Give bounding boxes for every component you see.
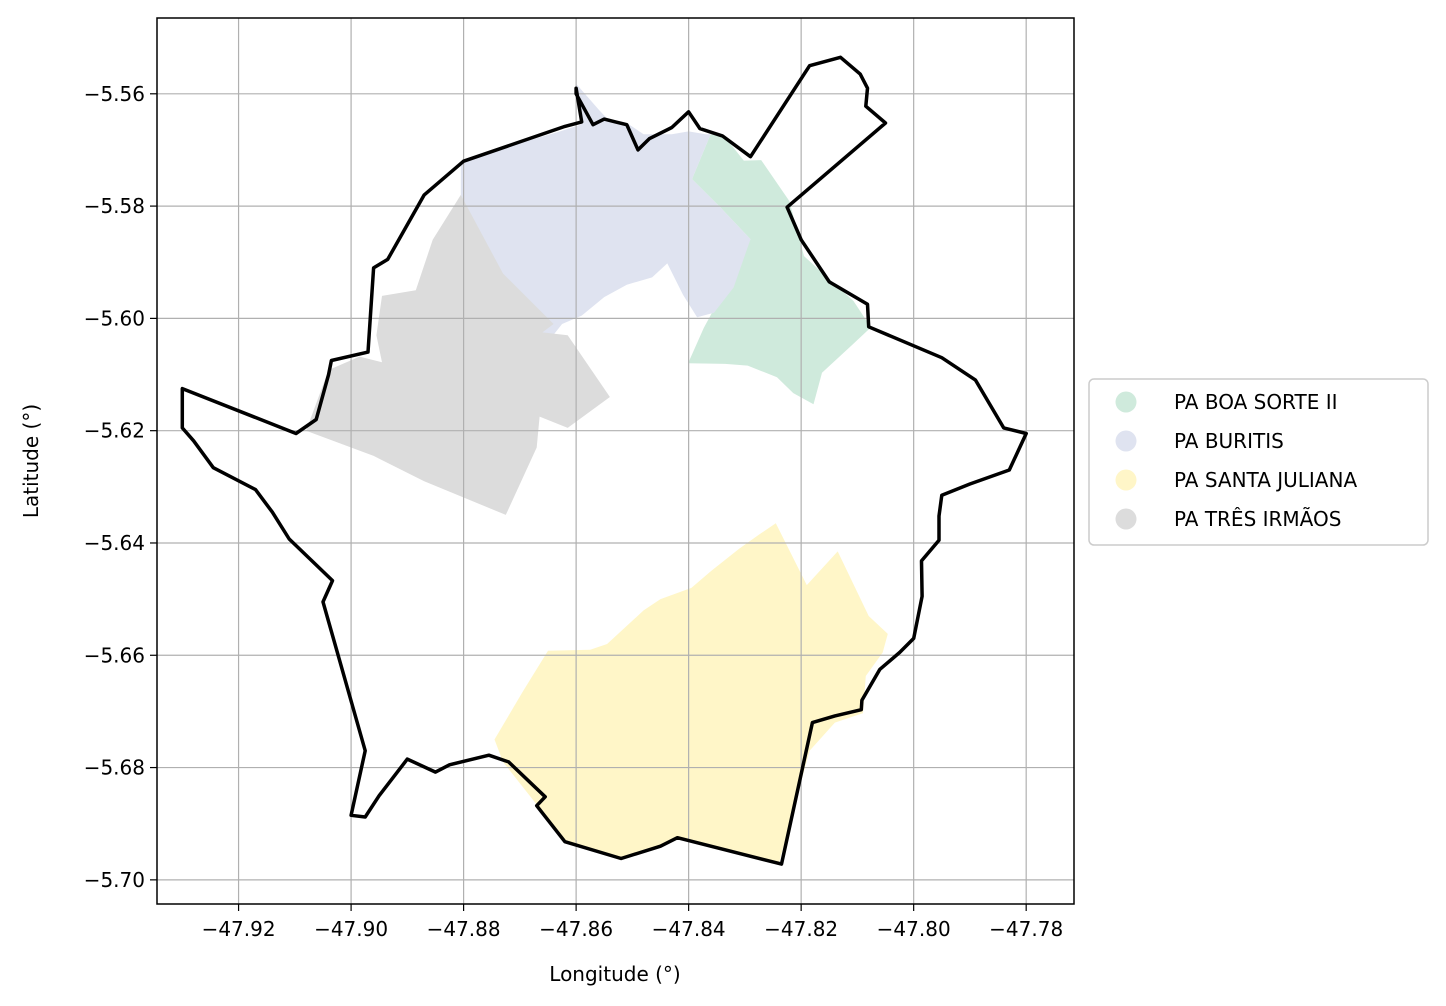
boundary-outline — [180, 55, 1028, 866]
plot-area — [156, 17, 1075, 905]
x-tick-label: −47.88 — [427, 917, 501, 941]
y-tick-label: −5.66 — [84, 643, 145, 667]
legend-label: PA SANTA JULIANA — [1174, 468, 1357, 492]
x-tick-label: −47.92 — [202, 917, 276, 941]
legend-marker — [1115, 508, 1137, 530]
legend-marker — [1115, 469, 1137, 491]
region-pa-santa-juliana — [494, 523, 888, 865]
x-tick-label: −47.84 — [652, 917, 726, 941]
legend-label: PA BOA SORTE II — [1174, 390, 1338, 414]
y-tick-label: −5.64 — [84, 531, 145, 555]
y-tick-label: −5.68 — [84, 756, 145, 780]
y-tick-label: −5.56 — [84, 82, 145, 106]
region-pa-tr-s-irm-os — [306, 194, 610, 515]
x-tick-label: −47.90 — [314, 917, 388, 941]
region-pa-boa-sorte-ii — [688, 134, 871, 405]
x-tick-label: −47.78 — [989, 917, 1063, 941]
x-axis-title: Longitude (°) — [549, 962, 680, 986]
legend-label: PA BURITIS — [1174, 429, 1284, 453]
x-tick-label: −47.80 — [877, 917, 951, 941]
legend-label: PA TRÊS IRMÃOS — [1174, 507, 1341, 531]
x-tick-label: −47.86 — [539, 917, 613, 941]
y-tick-label: −5.62 — [84, 419, 145, 443]
legend-items: PA BOA SORTE II PA BURITIS PA SANTA JULIAN… — [1115, 390, 1357, 531]
axes-frame — [156, 17, 1075, 905]
boundary-outline-path — [180, 55, 1028, 866]
legend-marker — [1115, 391, 1137, 413]
gridlines — [157, 18, 1074, 904]
y-tick-label: −5.60 — [84, 306, 145, 330]
x-tick-label: −47.82 — [764, 917, 838, 941]
legend-box — [1088, 378, 1429, 546]
x-axis-ticks: −47.92 −47.90 −47.88 −47.86 −47.84 −47.82 −47.… — [202, 904, 1063, 941]
region-pa-buritis — [460, 83, 751, 346]
y-tick-label: −5.58 — [84, 194, 145, 218]
legend: PA BOA SORTE II PA BURITIS PA SANTA JULIAN… — [1088, 378, 1429, 546]
region-polygons — [306, 83, 888, 865]
legend-marker — [1115, 430, 1137, 452]
y-axis-title: Latitude (°) — [19, 404, 43, 518]
y-tick-label: −5.70 — [84, 868, 145, 892]
y-axis-ticks: −5.56 −5.58 −5.60 −5.62 −5.64 −5.66 −5.68 −5.70 — [84, 82, 157, 892]
